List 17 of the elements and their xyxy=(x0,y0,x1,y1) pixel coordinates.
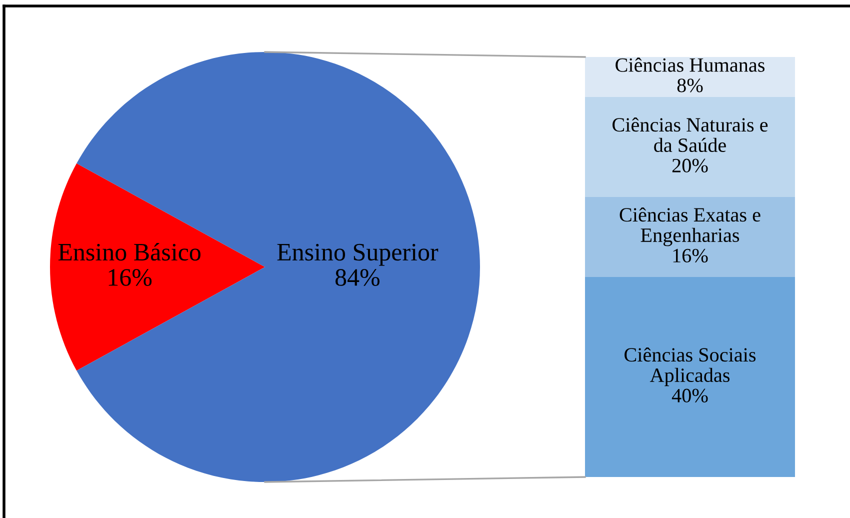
series-label: Ciências Humanas xyxy=(616,58,764,72)
slice-label: Ensino Superior xyxy=(277,244,438,266)
data-label: 16% xyxy=(108,269,152,286)
bar xyxy=(585,97,795,197)
series-label: Ciências Naturais e da Saúde xyxy=(612,117,768,152)
pie-slice xyxy=(50,163,265,371)
bar xyxy=(585,57,795,97)
bar xyxy=(585,277,795,477)
series-label: Ciências Sociais Aplicadas xyxy=(624,347,756,386)
data-label: 20% xyxy=(672,158,708,172)
data-label: 40% xyxy=(672,388,708,402)
slice-label: Ensino Básico xyxy=(58,242,200,261)
data-label: 16% xyxy=(673,248,708,262)
data-label: 84% xyxy=(335,269,380,286)
bar xyxy=(585,197,795,277)
series-label: Ciências Exatas e Engenharias xyxy=(620,207,760,246)
data-label: 8% xyxy=(677,78,703,92)
